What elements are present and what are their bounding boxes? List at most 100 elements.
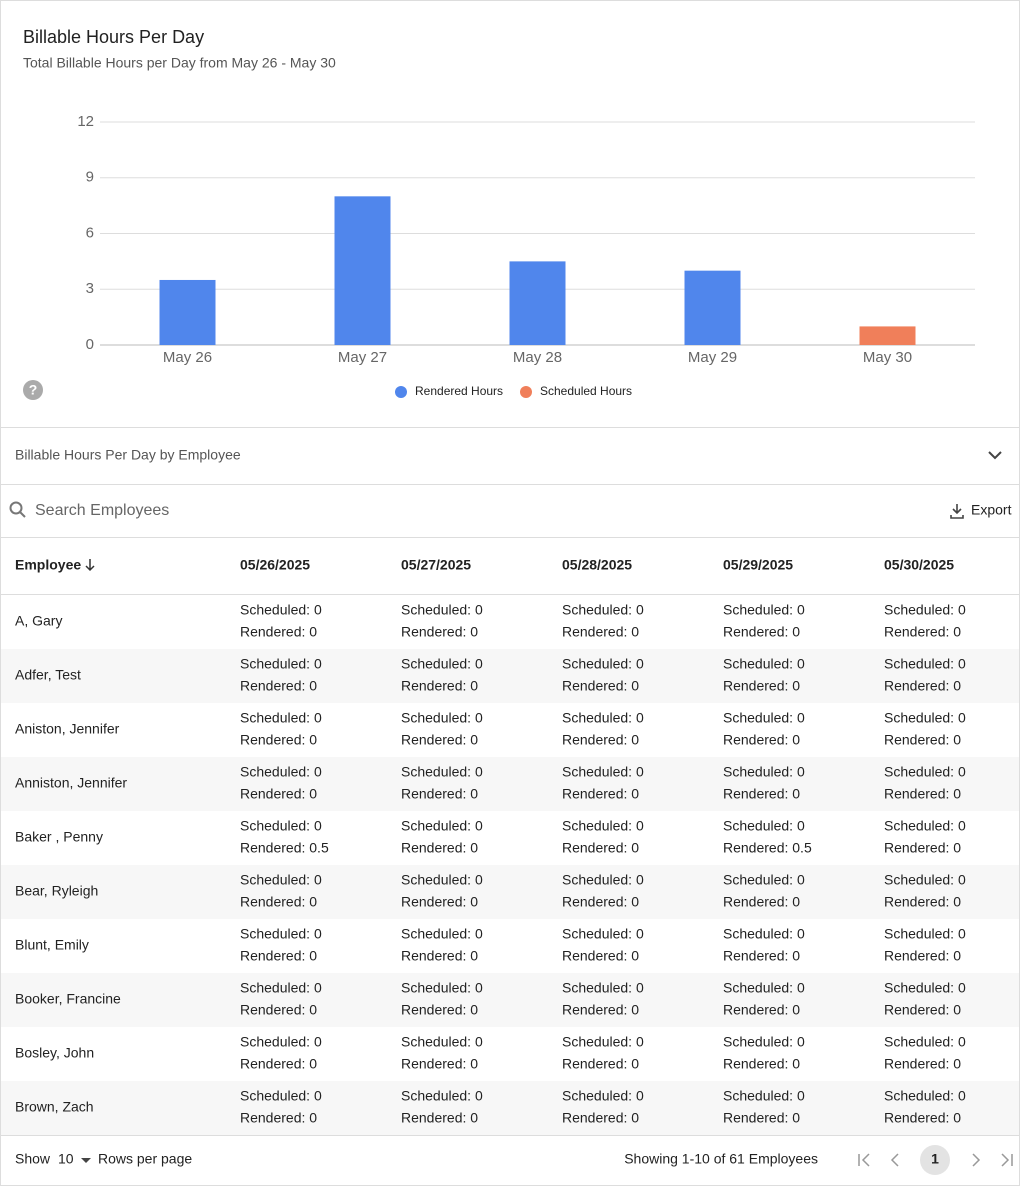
rendered-hours: Rendered: 0 [562, 786, 639, 802]
rendered-hours: Rendered: 0 [562, 1002, 639, 1018]
scheduled-hours: Scheduled: 0 [723, 656, 805, 672]
column-header[interactable]: 05/28/2025 [562, 557, 632, 573]
column-header[interactable]: 05/27/2025 [401, 557, 471, 573]
rendered-hours: Rendered: 0 [562, 624, 639, 640]
scheduled-hours: Scheduled: 0 [723, 764, 805, 780]
rendered-hours: Rendered: 0 [562, 678, 639, 694]
employee-name: Adfer, Test [15, 667, 81, 683]
rendered-hours: Rendered: 0 [562, 948, 639, 964]
scheduled-hours: Scheduled: 0 [240, 818, 322, 834]
rendered-hours: Rendered: 0 [723, 1110, 800, 1126]
rendered-hours: Rendered: 0 [401, 678, 478, 694]
scheduled-hours: Scheduled: 0 [884, 602, 966, 618]
scheduled-hours: Scheduled: 0 [240, 1034, 322, 1050]
scheduled-hours: Scheduled: 0 [884, 710, 966, 726]
rendered-hours: Rendered: 0 [723, 1056, 800, 1072]
rendered-hours: Rendered: 0 [723, 786, 800, 802]
column-header[interactable]: 05/26/2025 [240, 557, 310, 573]
rendered-hours: Rendered: 0 [401, 786, 478, 802]
scheduled-hours: Scheduled: 0 [240, 1088, 322, 1104]
employee-name: Blunt, Emily [15, 937, 89, 953]
rendered-hours: Rendered: 0 [562, 732, 639, 748]
current-page-bg[interactable] [920, 1145, 950, 1175]
rendered-hours: Rendered: 0 [401, 1110, 478, 1126]
scheduled-hours: Scheduled: 0 [401, 980, 483, 996]
employee-name: Aniston, Jennifer [15, 721, 120, 737]
rendered-hours: Rendered: 0 [723, 624, 800, 640]
select-caret[interactable] [81, 1158, 91, 1163]
scheduled-hours: Scheduled: 0 [562, 872, 644, 888]
rendered-hours: Rendered: 0.5 [240, 840, 329, 856]
column-header[interactable]: Employee [15, 557, 81, 573]
scheduled-hours: Scheduled: 0 [723, 872, 805, 888]
export-label[interactable]: Export [971, 502, 1012, 518]
rendered-hours: Rendered: 0 [562, 840, 639, 856]
rendered-hours: Rendered: 0 [401, 1056, 478, 1072]
employee-name: Brown, Zach [15, 1099, 94, 1115]
sort-arrow[interactable] [85, 559, 95, 572]
x-tick-label: May 30 [863, 349, 912, 366]
y-tick-label: 9 [86, 169, 94, 186]
rendered-hours: Rendered: 0 [240, 948, 317, 964]
scheduled-hours: Scheduled: 0 [723, 818, 805, 834]
scheduled-hours: Scheduled: 0 [401, 1088, 483, 1104]
scheduled-hours: Scheduled: 0 [884, 656, 966, 672]
search-icon [9, 501, 26, 518]
scheduled-hours: Scheduled: 0 [562, 818, 644, 834]
scheduled-hours: Scheduled: 0 [401, 656, 483, 672]
search-input[interactable]: Search Employees [35, 502, 169, 519]
rows-per-page-select[interactable]: 10 [58, 1151, 74, 1167]
legend-swatch [520, 386, 532, 398]
first-page[interactable] [858, 1153, 870, 1167]
scheduled-hours: Scheduled: 0 [884, 818, 966, 834]
rendered-hours: Rendered: 0 [884, 894, 961, 910]
scheduled-hours: Scheduled: 0 [401, 872, 483, 888]
help-icon[interactable]: ? [23, 380, 43, 400]
prev-page[interactable] [890, 1153, 899, 1167]
row-stripe [1, 1081, 1019, 1135]
section-title[interactable]: Billable Hours Per Day by Employee [15, 447, 241, 463]
rendered-hours: Rendered: 0 [401, 948, 478, 964]
next-page[interactable] [972, 1153, 981, 1167]
scheduled-hours: Scheduled: 0 [884, 872, 966, 888]
scheduled-hours: Scheduled: 0 [240, 980, 322, 996]
rendered-hours: Rendered: 0 [723, 894, 800, 910]
rendered-hours: Rendered: 0 [401, 840, 478, 856]
rendered-hours: Rendered: 0 [884, 678, 961, 694]
rendered-hours: Rendered: 0 [240, 732, 317, 748]
last-page[interactable] [1001, 1153, 1013, 1167]
rendered-hours: Rendered: 0 [240, 894, 317, 910]
x-tick-label: May 28 [513, 349, 562, 366]
scheduled-hours: Scheduled: 0 [884, 1034, 966, 1050]
rendered-hours: Rendered: 0 [240, 1110, 317, 1126]
scheduled-hours: Scheduled: 0 [240, 926, 322, 942]
scheduled-hours: Scheduled: 0 [884, 764, 966, 780]
column-header[interactable]: 05/30/2025 [884, 557, 954, 573]
export-button[interactable]: Export [950, 502, 1012, 519]
rendered-hours: Rendered: 0 [884, 1002, 961, 1018]
employee-name: A, Gary [15, 613, 62, 629]
rendered-hours: Rendered: 0 [240, 786, 317, 802]
rendered-hours: Rendered: 0 [562, 1110, 639, 1126]
scheduled-hours: Scheduled: 0 [723, 602, 805, 618]
scheduled-hours: Scheduled: 0 [562, 926, 644, 942]
scheduled-hours: Scheduled: 0 [723, 1034, 805, 1050]
column-header[interactable]: 05/29/2025 [723, 557, 793, 573]
rendered-hours: Rendered: 0 [723, 678, 800, 694]
y-tick-label: 3 [86, 280, 94, 297]
legend-label: Rendered Hours [415, 384, 503, 398]
scheduled-hours: Scheduled: 0 [562, 764, 644, 780]
scheduled-hours: Scheduled: 0 [240, 710, 322, 726]
rendered-hours: Rendered: 0 [884, 732, 961, 748]
expand-chevron[interactable] [988, 451, 1002, 460]
rendered-hours: Rendered: 0 [562, 1056, 639, 1072]
row-stripe [1, 649, 1019, 703]
rendered-hours: Rendered: 0 [401, 624, 478, 640]
rendered-hours: Rendered: 0 [884, 786, 961, 802]
scheduled-hours: Scheduled: 0 [884, 980, 966, 996]
scheduled-hours: Scheduled: 0 [562, 980, 644, 996]
svg-text:?: ? [29, 382, 38, 398]
current-page[interactable]: 1 [931, 1151, 939, 1167]
scheduled-hours: Scheduled: 0 [723, 926, 805, 942]
